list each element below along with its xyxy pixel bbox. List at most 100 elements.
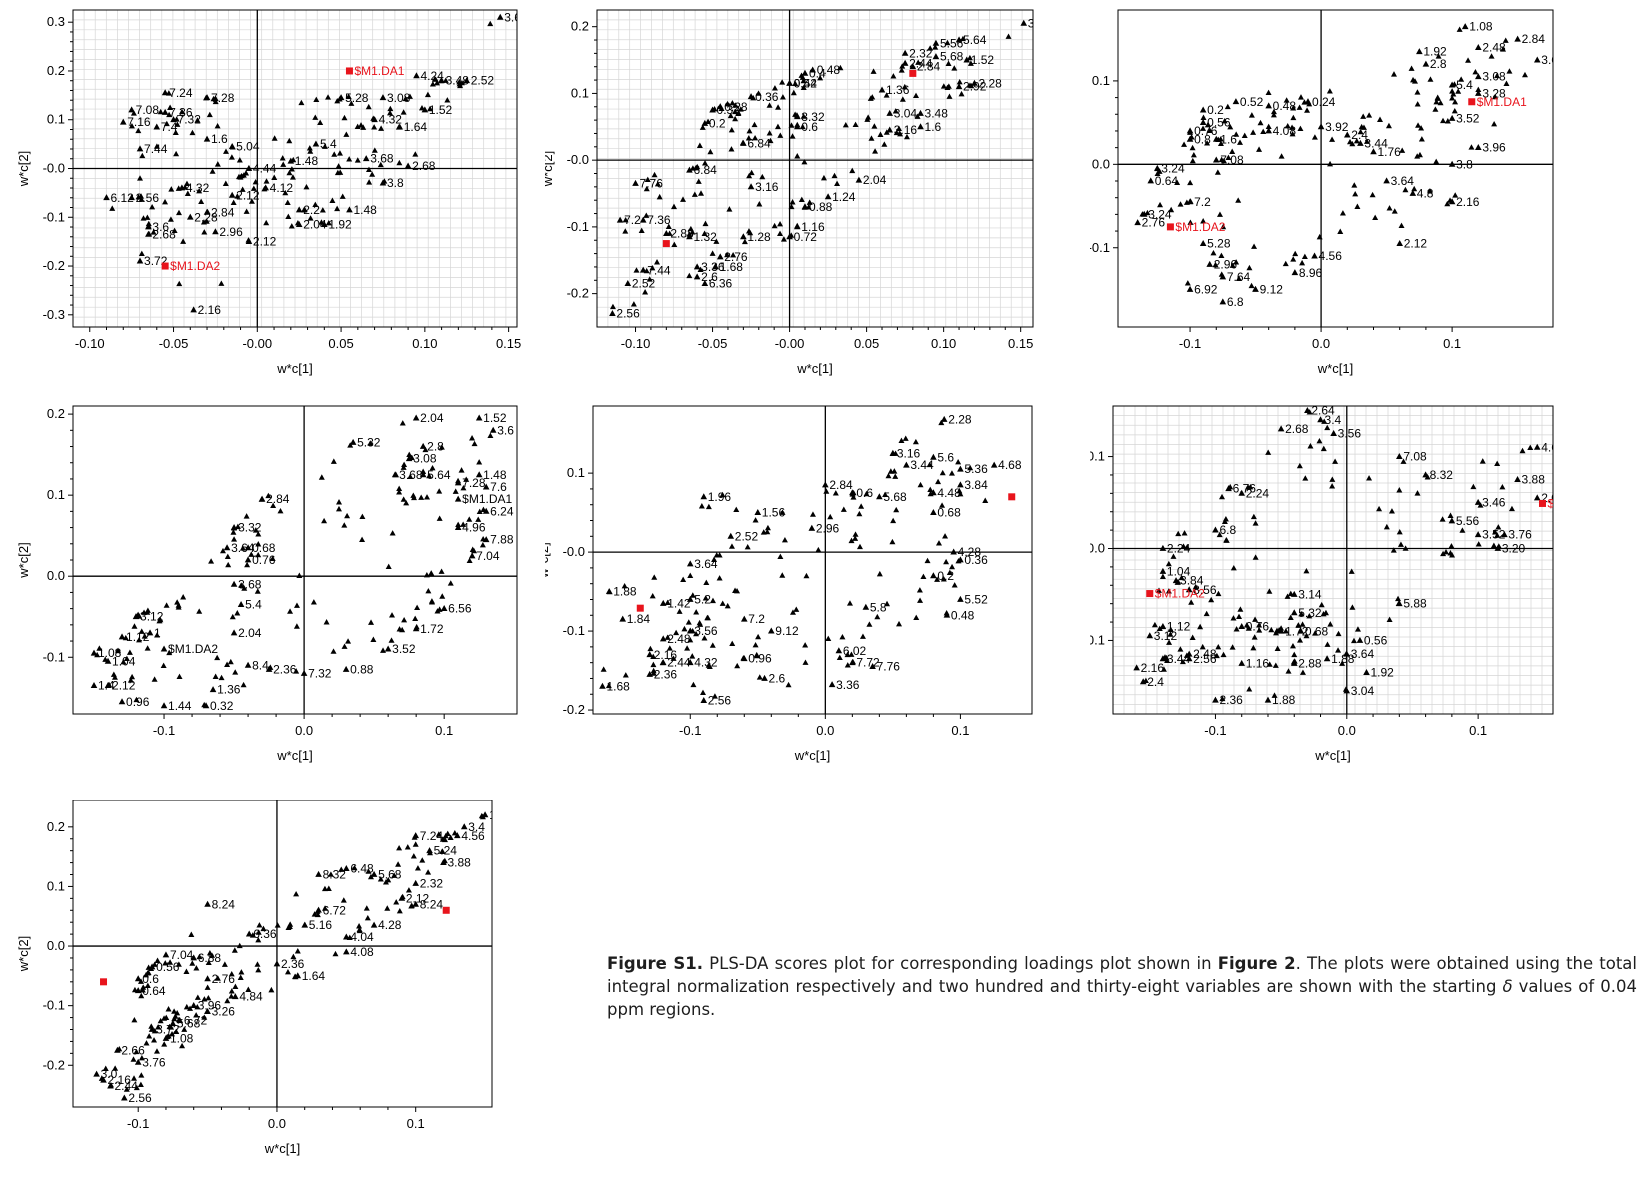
cloud-point <box>286 923 293 930</box>
cloud-point <box>151 676 158 682</box>
data-point <box>957 595 964 602</box>
cloud-point <box>406 93 413 99</box>
cloud-point <box>325 94 332 100</box>
cloud-point <box>241 585 248 591</box>
cloud-point <box>825 635 832 641</box>
cloud-point <box>856 510 863 517</box>
cloud-point <box>1224 103 1231 110</box>
data-point-label: 3.68 <box>399 468 423 482</box>
cloud-point <box>633 267 640 273</box>
data-point <box>1185 586 1193 593</box>
data-point-label: 2.56 <box>616 307 640 321</box>
data-point <box>1185 650 1193 657</box>
cloud-point <box>780 236 787 242</box>
cloud-point <box>1215 590 1222 597</box>
cloud-point <box>382 879 389 885</box>
data-point <box>118 698 126 705</box>
cloud-point <box>312 114 319 120</box>
data-point-label: 4.56 <box>461 829 485 843</box>
data-point <box>496 13 504 20</box>
data-point <box>869 663 876 670</box>
cloud-point <box>388 637 395 643</box>
data-point-label: 7.32 <box>178 113 202 127</box>
cloud-point <box>365 166 372 173</box>
cloud-point <box>1179 658 1186 665</box>
data-point-label: 3.36 <box>836 678 860 692</box>
cloud-point <box>143 971 150 978</box>
caption-text-2: . The plots were obtained using the tota… <box>607 954 1638 996</box>
data-point <box>809 66 816 73</box>
data-point-label: 6.8 <box>1227 295 1244 309</box>
cloud-point <box>1210 249 1217 256</box>
y-tick-label: 0.1 <box>1092 73 1110 88</box>
data-point-label: 4.32 <box>379 113 403 127</box>
class-marker <box>1146 590 1154 598</box>
cloud-point <box>163 120 170 127</box>
data-point <box>740 655 748 662</box>
cloud-point <box>411 494 418 501</box>
data-point <box>162 951 170 958</box>
cloud-point <box>698 503 705 509</box>
cloud-point <box>263 219 270 226</box>
data-point <box>1533 56 1541 63</box>
cloud-point <box>709 250 716 256</box>
data-point <box>1212 156 1220 163</box>
data-point <box>343 948 350 955</box>
cloud-point <box>255 966 262 973</box>
cloud-point <box>384 905 391 911</box>
y-tick-label: -0.0 <box>567 152 589 167</box>
data-point-label: 7.36 <box>647 213 671 227</box>
data-point <box>886 126 894 133</box>
y-tick-label: 0.0 <box>47 568 65 583</box>
data-point <box>482 483 490 490</box>
data-point-label: 6.12 <box>111 191 135 205</box>
data-point-label: 3.88 <box>447 856 471 870</box>
cloud-point <box>1155 587 1162 593</box>
data-point-label: 3.28 <box>1482 86 1506 100</box>
cloud-point <box>1369 191 1376 198</box>
cloud-point <box>239 186 246 192</box>
cloud-point <box>1327 621 1334 627</box>
data-point-label: 3.32 <box>801 110 825 124</box>
cloud-point <box>1151 621 1158 628</box>
cloud-point <box>689 165 696 171</box>
cloud-point <box>271 174 278 180</box>
cloud-point <box>789 133 796 139</box>
cloud-point <box>318 474 325 480</box>
cloud-point <box>693 630 700 637</box>
cloud-point <box>396 907 403 914</box>
data-point-label: 2.04 <box>420 411 444 425</box>
cloud-point <box>206 111 213 118</box>
x-tick-label: -0.10 <box>75 336 105 351</box>
data-point <box>646 651 654 658</box>
data-point <box>943 611 951 618</box>
cloud-point <box>1297 125 1304 132</box>
data-point-label: 1.48 <box>295 154 319 168</box>
cloud-point <box>724 100 731 107</box>
data-point <box>855 176 863 183</box>
data-point <box>1304 98 1312 105</box>
data-point-label: 0.32 <box>210 699 234 713</box>
cloud-point <box>798 196 805 203</box>
cloud-point <box>319 207 326 213</box>
cloud-point <box>643 212 650 218</box>
data-point <box>90 649 98 656</box>
data-point <box>107 1082 114 1089</box>
cloud-point <box>366 179 373 185</box>
cloud-point <box>135 127 142 134</box>
cloud-point <box>123 655 130 662</box>
data-point-label: 3.56 <box>694 624 718 638</box>
scores-plot-6: -0.10.00.10.10.0-0.1w*c[1]w*c[2]2.643.42… <box>1090 405 1554 763</box>
cloud-point <box>732 102 739 108</box>
cloud-point <box>166 649 173 656</box>
data-point <box>103 194 110 201</box>
data-point <box>1370 148 1377 155</box>
cloud-point <box>1296 462 1303 469</box>
cloud-point <box>1250 129 1257 135</box>
data-point-label: 3.92 <box>1325 120 1349 134</box>
cloud-point <box>1218 252 1225 258</box>
data-point <box>454 523 462 530</box>
cloud-point <box>403 500 410 506</box>
cloud-point <box>1472 68 1479 75</box>
cloud-point <box>221 961 228 967</box>
